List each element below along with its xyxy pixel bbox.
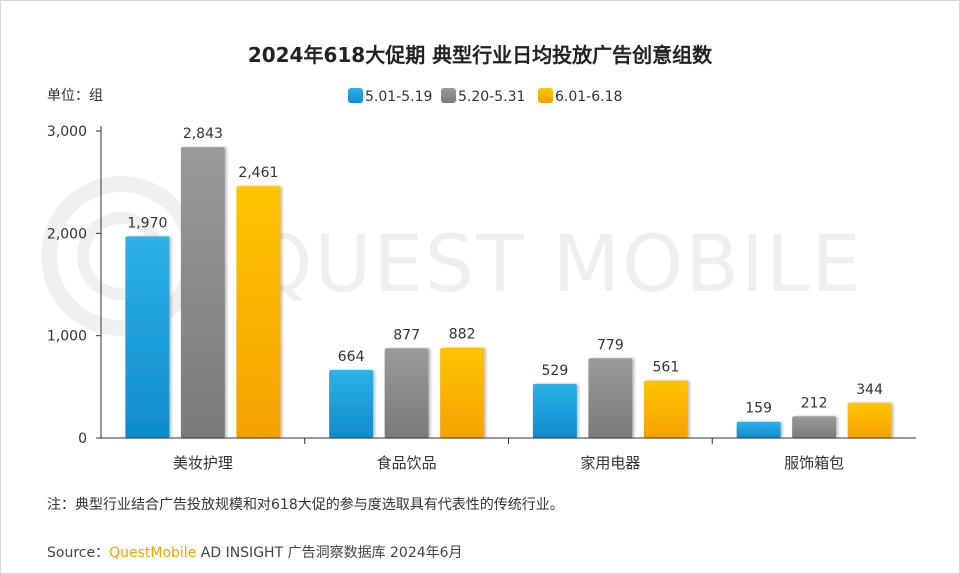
legend-swatch — [348, 88, 363, 103]
data-label: 877 — [393, 327, 420, 343]
data-label: 344 — [856, 382, 883, 398]
bar — [236, 186, 281, 438]
source-brand: QuestMobile — [109, 545, 196, 561]
data-label: 561 — [653, 360, 680, 376]
y-tick-label: 2,000 — [47, 226, 87, 242]
bar — [329, 370, 374, 438]
watermark-text: QUEST MOBILE — [251, 220, 863, 310]
category-label: 服饰箱包 — [784, 454, 844, 472]
legend-label: 6.01-6.18 — [555, 89, 622, 105]
data-label: 664 — [338, 349, 365, 365]
bar — [180, 147, 225, 438]
y-tick-label: 1,000 — [47, 329, 87, 345]
bar — [847, 402, 892, 438]
legend-swatch — [538, 88, 553, 103]
legend-swatch — [441, 88, 456, 103]
data-label: 882 — [449, 327, 476, 343]
category-label: 美妆护理 — [173, 454, 233, 472]
bar — [532, 383, 577, 438]
y-tick-label: 3,000 — [47, 124, 87, 140]
bar — [440, 347, 485, 438]
bar — [736, 421, 781, 438]
data-label: 779 — [597, 337, 624, 353]
legend: 5.01-5.19 5.20-5.31 6.01-6.18 — [348, 88, 622, 105]
data-label: 2,843 — [183, 126, 223, 142]
watermark-logo-ring — [41, 176, 201, 336]
data-label: 1,970 — [127, 215, 167, 231]
watermark: QUEST MOBILE — [41, 176, 863, 336]
bar — [643, 380, 688, 438]
unit-label: 单位：组 — [47, 88, 103, 104]
data-label: 529 — [542, 363, 569, 379]
chart-title: 2024年618大促期 典型行业日均投放广告创意组数 — [248, 43, 713, 67]
bar — [125, 236, 170, 438]
footnote: 注：典型行业结合广告投放规模和对618大促的参与度选取具有代表性的传统行业。 — [47, 496, 564, 513]
x-axis: 美妆护理 食品饮品 家用电器 服饰箱包 — [101, 437, 916, 472]
bars: 1,970 2,843 2,461 664 877 882 529 779 561 159 212 3… — [125, 126, 892, 438]
bar — [588, 358, 633, 438]
data-label: 2,461 — [238, 165, 278, 181]
source-line: Source：QuestMobile AD INSIGHT 广告洞察数据库 20… — [47, 544, 463, 561]
category-label: 家用电器 — [580, 454, 640, 472]
category-label: 食品饮品 — [377, 454, 437, 472]
y-axis: 0 1,000 2,000 3,000 — [47, 124, 102, 447]
bar — [792, 416, 837, 438]
source-prefix: Source： — [47, 545, 109, 561]
y-tick-label: 0 — [78, 431, 87, 447]
legend-label: 5.20-5.31 — [458, 89, 525, 105]
source-rest: AD INSIGHT 广告洞察数据库 2024年6月 — [196, 544, 462, 561]
bar — [384, 348, 429, 438]
data-label: 159 — [745, 401, 772, 417]
data-label: 212 — [801, 395, 828, 411]
legend-label: 5.01-5.19 — [365, 89, 432, 105]
